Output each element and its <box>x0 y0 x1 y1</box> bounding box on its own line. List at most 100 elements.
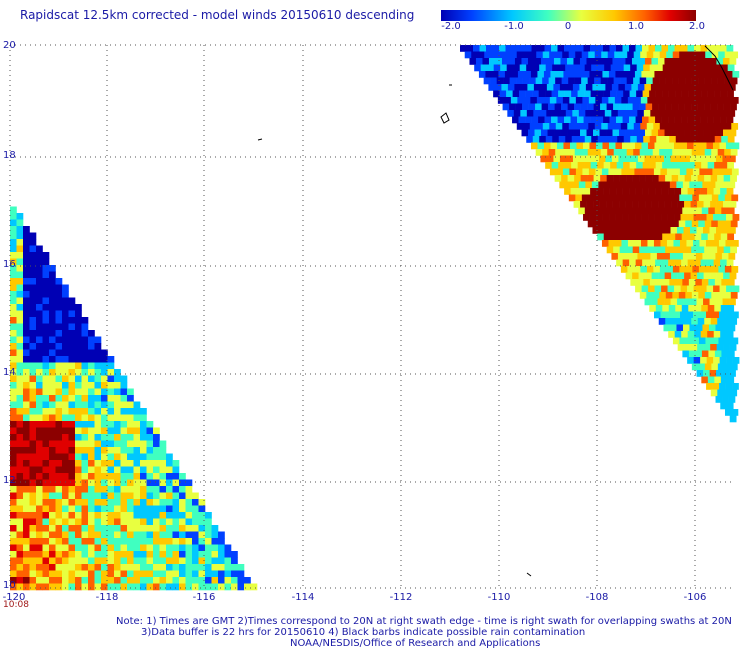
wind-cell <box>626 77 634 85</box>
wind-cell <box>55 369 63 376</box>
wind-cell <box>114 447 121 454</box>
wind-cell <box>16 278 24 285</box>
wind-cell <box>656 181 664 189</box>
wind-cell <box>55 375 63 383</box>
wind-cell <box>614 123 622 130</box>
wind-cell <box>684 103 692 111</box>
wind-cell <box>714 136 722 143</box>
wind-cell <box>656 279 664 286</box>
mainland-coast <box>704 45 734 91</box>
wind-cell <box>166 544 173 552</box>
wind-cell <box>678 292 686 299</box>
wind-cell <box>671 246 679 254</box>
wind-cell <box>36 291 43 298</box>
lat-label-20: 20 <box>3 40 16 51</box>
wind-cell <box>567 175 575 182</box>
wind-cell <box>68 453 76 461</box>
wind-cell <box>140 583 147 591</box>
wind-cell <box>644 227 652 234</box>
lon-label-118: -118 <box>95 592 119 603</box>
wind-cell <box>547 129 555 137</box>
wind-cell <box>526 110 534 117</box>
wind-cell <box>42 408 50 415</box>
wind-cell <box>55 492 63 500</box>
wind-cell <box>647 240 655 247</box>
wind-cell <box>55 408 63 415</box>
wind-cell <box>488 58 496 65</box>
wind-cell <box>16 245 24 253</box>
wind-cell <box>29 453 37 461</box>
wind-cell <box>668 331 676 338</box>
wind-cell <box>23 252 30 259</box>
wind-cell <box>75 343 82 350</box>
wind-cell <box>49 297 56 305</box>
wind-cell <box>10 492 17 500</box>
wind-cell <box>530 71 538 78</box>
wind-cell <box>179 499 186 506</box>
wind-cell <box>42 486 50 493</box>
wind-cell <box>611 181 619 189</box>
wind-cell <box>641 71 649 78</box>
wind-cell <box>36 323 43 331</box>
wind-cell <box>55 460 63 467</box>
wind-cell <box>10 505 17 513</box>
wind-cell <box>192 551 199 558</box>
wind-cell <box>49 369 56 376</box>
wind-cell <box>661 259 669 267</box>
wind-cell <box>506 90 513 98</box>
wind-cell <box>153 486 160 493</box>
wind-cell <box>717 220 725 228</box>
wind-cell <box>724 194 732 202</box>
wind-cell <box>721 181 729 189</box>
wind-cell <box>717 77 725 85</box>
wind-cell <box>585 84 593 91</box>
wind-cell <box>686 168 694 176</box>
wind-cell <box>237 570 245 578</box>
wind-cell <box>36 271 43 279</box>
wind-cell <box>62 395 69 402</box>
wind-cell <box>551 90 559 98</box>
wind-cell <box>628 71 636 78</box>
wind-cell <box>133 544 141 552</box>
wind-cell <box>146 518 154 526</box>
wind-cell <box>542 149 550 156</box>
wind-cell <box>23 499 30 506</box>
wind-cell <box>670 84 678 91</box>
wind-cell <box>68 369 76 376</box>
wind-cell <box>697 175 705 182</box>
wind-cell <box>666 51 674 59</box>
wind-cell <box>701 207 709 215</box>
wind-cell <box>75 369 82 376</box>
wind-cell <box>564 45 571 52</box>
wind-cell <box>159 551 167 558</box>
wind-cell <box>127 531 134 539</box>
wind-cell <box>88 401 95 409</box>
wind-cell <box>646 149 654 156</box>
wind-cell <box>10 531 17 539</box>
wind-cell <box>601 240 609 247</box>
wind-cell <box>36 564 43 571</box>
wind-cell <box>464 51 472 59</box>
wind-cell <box>717 389 725 397</box>
wind-cell <box>101 466 108 474</box>
wind-cell <box>696 227 704 234</box>
wind-cell <box>75 330 82 337</box>
wind-cell <box>140 525 147 532</box>
wind-cell <box>591 136 599 143</box>
wind-cell <box>101 544 108 552</box>
wind-cell <box>140 486 147 493</box>
wind-cell <box>23 388 30 396</box>
wind-cell <box>725 71 733 78</box>
wind-cell <box>23 317 30 324</box>
wind-cell <box>655 45 662 52</box>
wind-cell <box>23 278 30 285</box>
wind-cell <box>646 220 654 228</box>
wind-cell <box>101 518 108 526</box>
wind-cell <box>114 525 121 532</box>
wind-cell <box>584 207 592 215</box>
wind-cell <box>620 194 628 202</box>
wind-cell <box>16 557 24 565</box>
wind-cell <box>649 233 657 241</box>
wind-cell <box>81 395 89 402</box>
wind-cell <box>727 305 735 312</box>
